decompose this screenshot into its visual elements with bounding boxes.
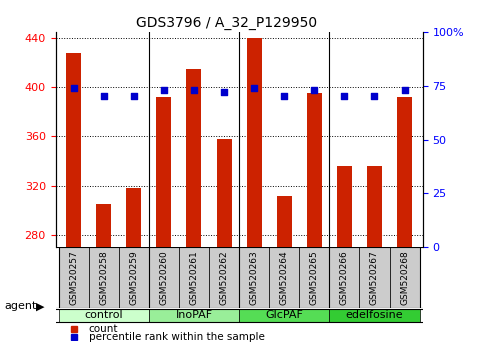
Text: GSM520258: GSM520258 <box>99 250 108 305</box>
Bar <box>397 97 412 247</box>
Text: InoPAF: InoPAF <box>175 310 213 320</box>
Text: GSM520266: GSM520266 <box>340 250 349 305</box>
Point <box>370 94 378 99</box>
Point <box>250 85 258 91</box>
Text: GSM520264: GSM520264 <box>280 250 289 305</box>
Text: ▶: ▶ <box>36 301 45 311</box>
Text: edelfosine: edelfosine <box>346 310 403 320</box>
Text: GSM520267: GSM520267 <box>370 250 379 305</box>
Bar <box>209 247 239 308</box>
Text: GSM520265: GSM520265 <box>310 250 319 305</box>
Bar <box>307 93 322 247</box>
Bar <box>247 38 262 247</box>
Text: GlcPAF: GlcPAF <box>265 310 303 320</box>
Text: GSM520263: GSM520263 <box>250 250 258 305</box>
Point <box>130 94 138 99</box>
Point <box>160 87 168 93</box>
Bar <box>66 53 81 247</box>
Text: GSM520260: GSM520260 <box>159 250 169 305</box>
Text: GSM520259: GSM520259 <box>129 250 138 305</box>
Point <box>100 94 108 99</box>
Point <box>70 85 77 91</box>
Bar <box>277 195 292 247</box>
Text: GSM520262: GSM520262 <box>220 250 228 305</box>
Text: count: count <box>89 324 118 334</box>
Bar <box>367 166 382 247</box>
Bar <box>58 247 89 308</box>
Bar <box>89 247 119 308</box>
Text: GSM520257: GSM520257 <box>69 250 78 305</box>
Point <box>220 89 228 95</box>
Bar <box>149 309 239 322</box>
Bar <box>119 247 149 308</box>
Text: GDS3796 / A_32_P129950: GDS3796 / A_32_P129950 <box>137 16 318 30</box>
Bar <box>329 247 359 308</box>
Bar <box>186 69 201 247</box>
Bar <box>58 309 149 322</box>
Bar <box>299 247 329 308</box>
Bar <box>269 247 299 308</box>
Bar <box>337 166 352 247</box>
Text: GSM520261: GSM520261 <box>189 250 199 305</box>
Bar <box>179 247 209 308</box>
Bar <box>239 309 329 322</box>
Text: GSM520268: GSM520268 <box>400 250 409 305</box>
Bar <box>156 97 171 247</box>
Bar <box>216 139 231 247</box>
Point <box>311 87 318 93</box>
Text: agent: agent <box>5 301 37 311</box>
Bar <box>126 188 142 247</box>
Bar <box>359 247 389 308</box>
Point <box>190 87 198 93</box>
Point <box>341 94 348 99</box>
Point <box>280 94 288 99</box>
Text: control: control <box>85 310 123 320</box>
Bar <box>239 247 269 308</box>
Text: percentile rank within the sample: percentile rank within the sample <box>89 332 265 342</box>
Point <box>401 87 409 93</box>
Bar <box>96 204 111 247</box>
Bar <box>389 247 420 308</box>
Bar <box>329 309 420 322</box>
Bar <box>149 247 179 308</box>
